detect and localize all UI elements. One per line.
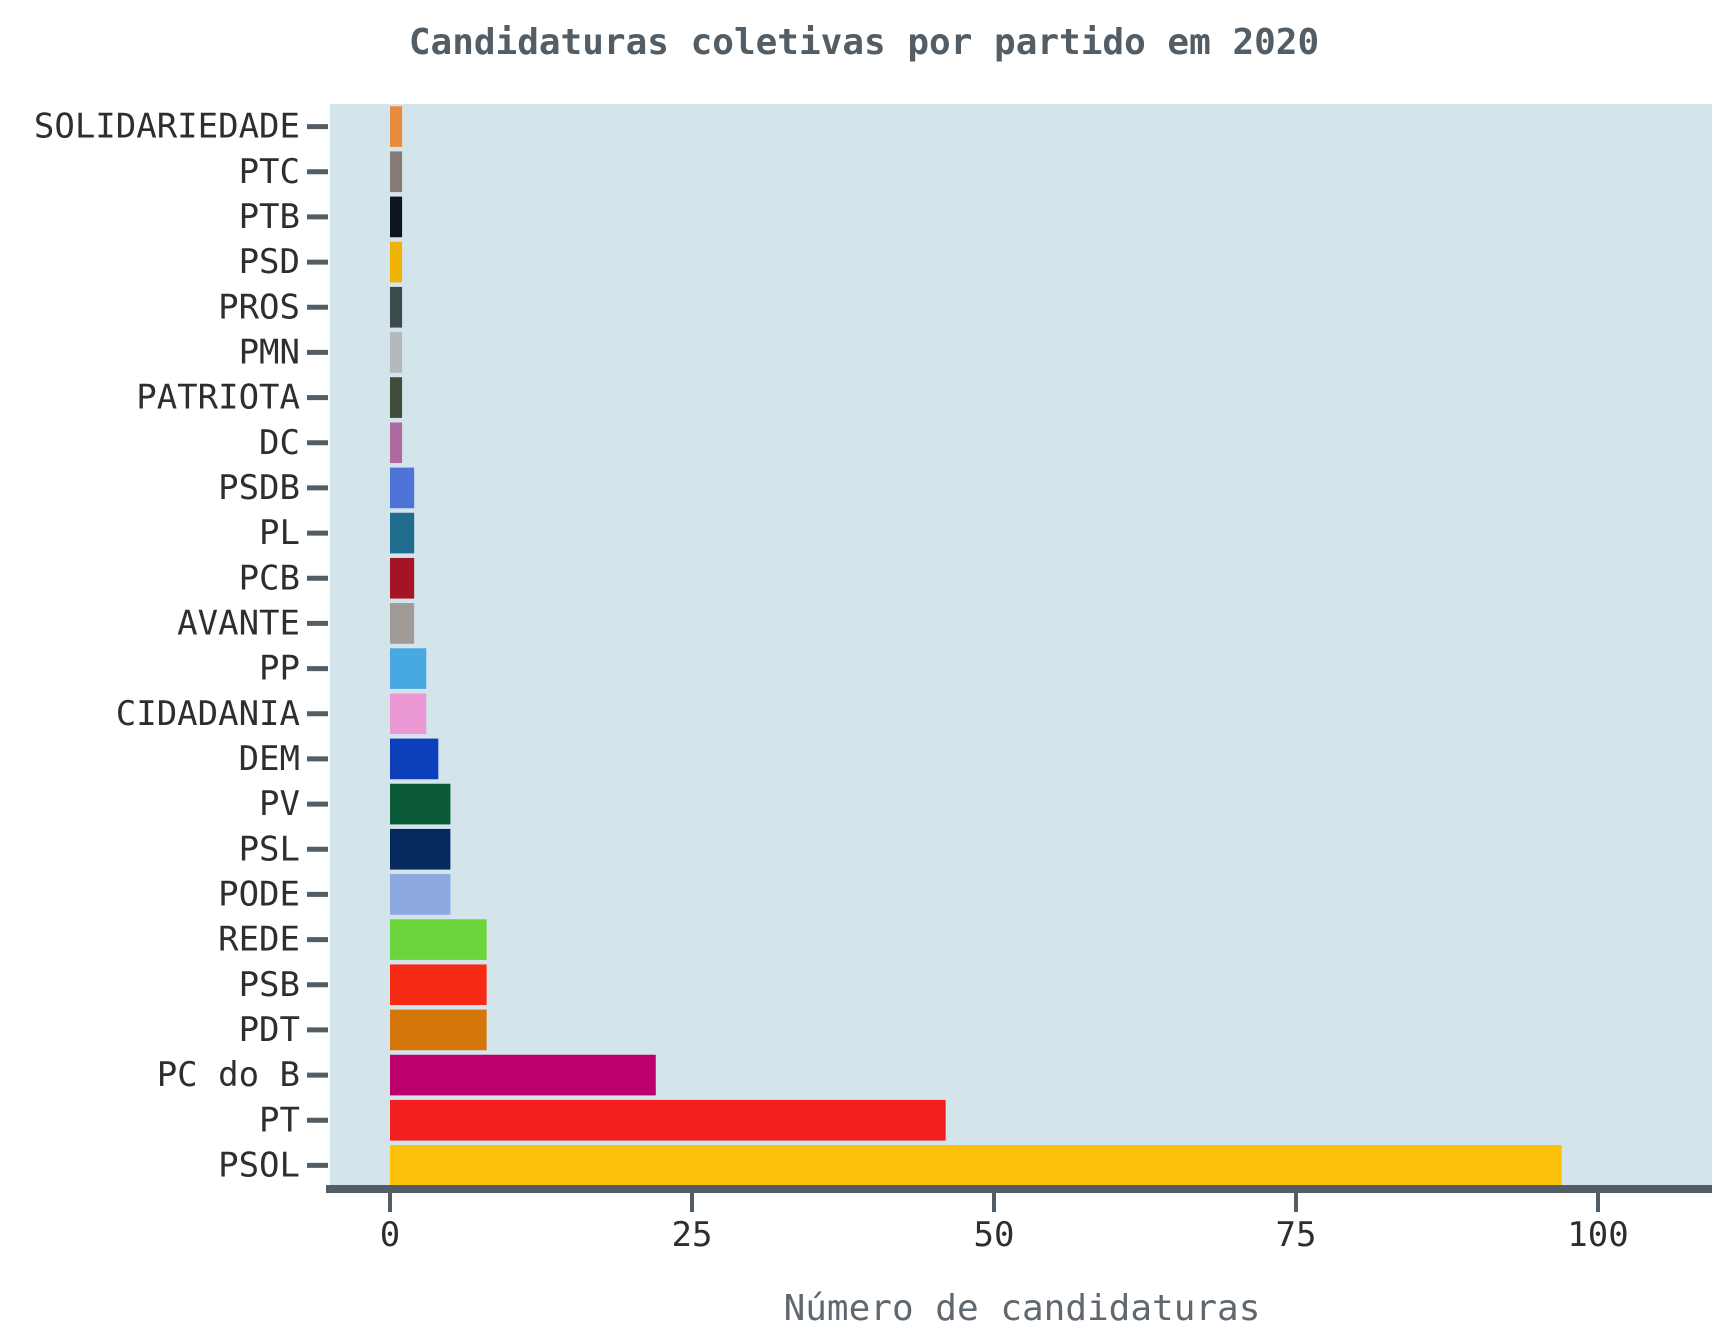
x-axis: 0 25 50 75 100: [380, 1192, 1629, 1255]
y-tick-label-pl: PL: [259, 513, 300, 553]
bar-psb: [390, 964, 487, 1006]
y-tick-label-pdt: PDT: [239, 1010, 300, 1050]
y-tick-label-patriota: PATRIOTA: [136, 378, 300, 418]
y-tick-label-pp: PP: [259, 649, 300, 689]
bar-rede: [390, 919, 487, 960]
bar-solidariedade: [390, 106, 403, 147]
bars-group: [390, 106, 1562, 1186]
x-tick-label-50: 50: [974, 1215, 1015, 1255]
y-tick-label-pros: PROS: [218, 287, 300, 327]
bar-pode: [390, 874, 451, 915]
bar-ptc: [390, 151, 403, 193]
y-tick-label-avante: AVANTE: [177, 603, 300, 643]
y-tick-label-psol: PSOL: [218, 1145, 300, 1185]
bar-pt: [390, 1099, 946, 1141]
y-tick-label-ptc: PTC: [239, 152, 300, 192]
bar-pdt: [390, 1009, 487, 1051]
bar-pros: [390, 286, 403, 328]
y-tick-label-pcb: PCB: [239, 558, 300, 598]
x-axis-title: Número de candidaturas: [784, 1288, 1261, 1329]
x-tick-label-0: 0: [380, 1215, 400, 1255]
chart-title: Candidaturas coletivas por partido em 20…: [409, 22, 1319, 63]
bar-psd: [390, 241, 403, 283]
bar-patriota: [390, 377, 403, 418]
bar-pcb: [390, 557, 415, 599]
bar-dc: [390, 422, 403, 464]
y-tick-label-pode: PODE: [218, 874, 300, 914]
y-tick-label-psdb: PSDB: [218, 468, 300, 508]
y-tick-label-dc: DC: [259, 423, 300, 463]
bar-pp: [390, 648, 427, 689]
y-tick-label-pc-do-b: PC do B: [157, 1055, 300, 1095]
y-tick-label-solidariedade: SOLIDARIEDADE: [34, 107, 300, 147]
x-tick-label-100: 100: [1567, 1215, 1628, 1255]
y-tick-label-psl: PSL: [239, 829, 300, 869]
y-tick-label-psd: PSD: [239, 242, 300, 282]
bar-dem: [390, 738, 439, 780]
y-tick-label-dem: DEM: [239, 739, 300, 779]
bar-psl: [390, 828, 451, 870]
bar-psdb: [390, 467, 415, 509]
x-tick-label-75: 75: [1276, 1215, 1317, 1255]
bar-pmn: [390, 332, 403, 373]
bar-cidadania: [390, 693, 427, 735]
x-tick-label-25: 25: [672, 1215, 713, 1255]
y-tick-label-ptb: PTB: [239, 197, 300, 237]
y-tick-label-pv: PV: [259, 784, 300, 824]
bar-pl: [390, 512, 415, 554]
bar-avante: [390, 603, 415, 644]
y-axis: SOLIDARIEDADE PTC PTB PSD PROS PMN PATRIOTA DC P…: [34, 107, 328, 1185]
y-tick-label-rede: REDE: [218, 920, 300, 960]
bar-ptb: [390, 196, 403, 238]
y-tick-label-psb: PSB: [239, 965, 300, 1005]
y-tick-label-pmn: PMN: [239, 332, 300, 372]
bar-pc-do-b: [390, 1054, 656, 1096]
bar-psol: [390, 1145, 1562, 1186]
bar-pv: [390, 783, 451, 825]
y-tick-label-pt: PT: [259, 1100, 300, 1140]
y-tick-label-cidadania: CIDADANIA: [116, 694, 300, 734]
plot-area: [330, 104, 1712, 1188]
